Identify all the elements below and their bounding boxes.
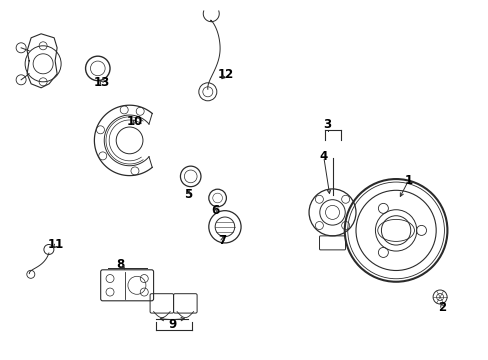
Text: 4: 4: [319, 150, 327, 163]
Text: 2: 2: [438, 301, 446, 314]
Text: 9: 9: [168, 318, 176, 330]
Text: 10: 10: [126, 115, 142, 128]
Text: 13: 13: [93, 76, 110, 89]
Text: 1: 1: [404, 174, 412, 186]
Text: 7: 7: [218, 234, 226, 247]
Text: 3: 3: [323, 118, 331, 131]
Text: 12: 12: [217, 68, 234, 81]
Text: 6: 6: [211, 204, 219, 217]
Text: 11: 11: [48, 238, 64, 251]
Text: 5: 5: [184, 188, 192, 201]
Text: 8: 8: [117, 258, 124, 271]
